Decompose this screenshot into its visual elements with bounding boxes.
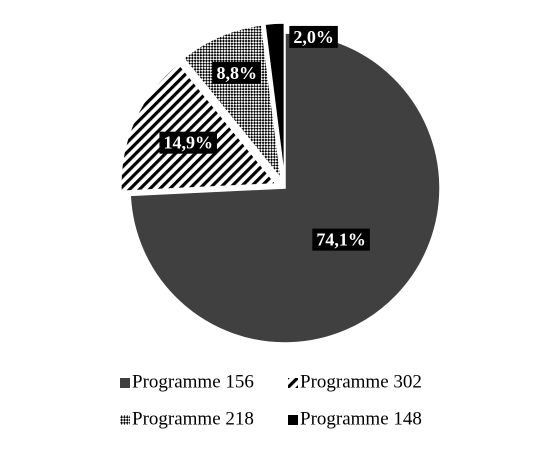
data-label-text: 74,1% (316, 230, 366, 250)
legend-marker (120, 415, 130, 425)
data-label-box (312, 228, 370, 251)
data-label: 2,0% (289, 25, 338, 48)
legend-label: Programme 156 (132, 371, 254, 392)
data-label: 14,9% (159, 131, 217, 154)
data-label-box (159, 131, 217, 154)
pie-slice (120, 62, 278, 193)
legend-label: Programme 302 (300, 371, 422, 392)
legend-marker (288, 378, 298, 388)
legend-label: Programme 148 (300, 408, 422, 429)
pie-slice (129, 32, 441, 344)
data-label-text: 8,8% (216, 63, 257, 83)
data-label-box (212, 61, 261, 84)
legend-marker (120, 378, 130, 388)
data-label: 8,8% (212, 61, 261, 84)
legend-label: Programme 218 (132, 408, 254, 429)
pie-slice (264, 22, 286, 179)
data-label-box (289, 25, 338, 48)
legend-marker (288, 415, 298, 425)
data-label-text: 14,9% (163, 133, 213, 153)
data-label-text: 2,0% (293, 27, 334, 47)
data-label: 74,1% (312, 228, 370, 251)
